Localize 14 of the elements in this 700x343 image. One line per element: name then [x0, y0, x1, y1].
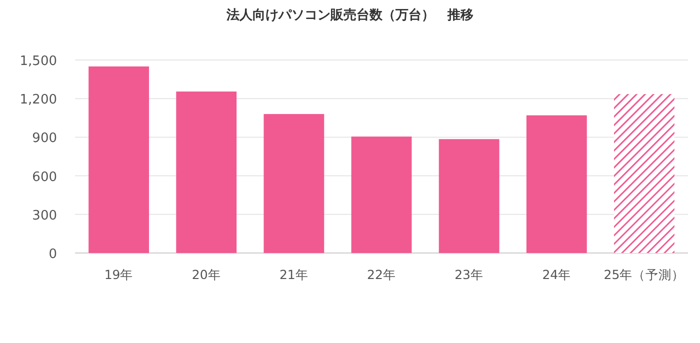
x-tick-label: 20年 — [192, 267, 221, 282]
x-tick-label: 19年 — [104, 267, 134, 282]
y-tick-label: 600 — [32, 170, 57, 185]
x-tick-label: 21年 — [279, 267, 308, 282]
x-tick-label: 22年 — [367, 267, 396, 282]
x-tick-label: 24年 — [542, 267, 572, 282]
y-tick-label: 300 — [32, 208, 57, 224]
x-tick-label: 23年 — [454, 267, 484, 282]
y-tick-label: 900 — [32, 131, 57, 146]
chart-title: 法人向けパソコン販売台数（万台） 推移 — [226, 7, 474, 23]
y-tick-label: 1,500 — [20, 54, 57, 69]
x-tick-label: 25年（予測） — [604, 267, 685, 282]
y-tick-label: 0 — [48, 247, 57, 262]
y-tick-label: 1,200 — [20, 92, 57, 108]
